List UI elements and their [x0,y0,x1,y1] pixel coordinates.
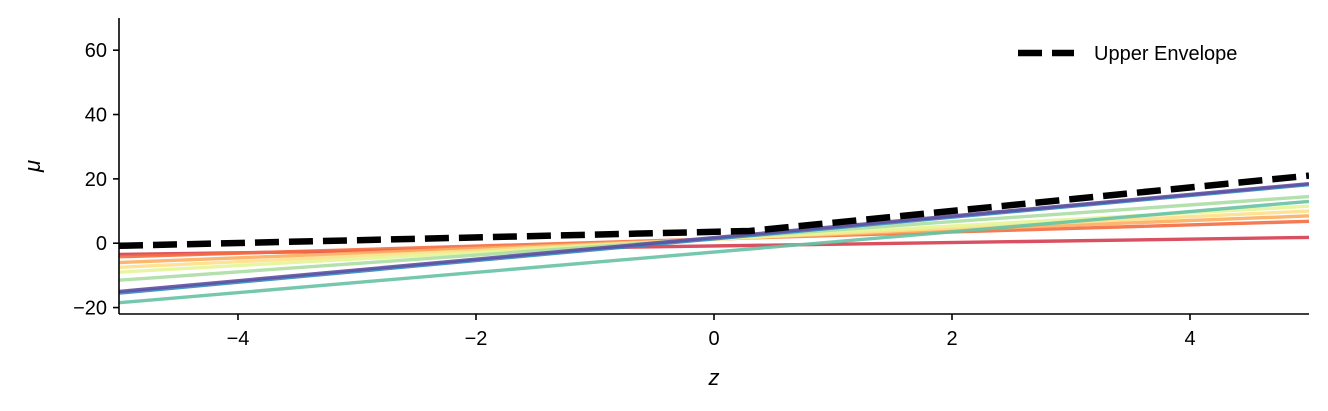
x-tick-label: −4 [227,328,250,350]
y-tick-label: 20 [85,169,107,191]
y-tick-label: 60 [85,40,107,62]
plot-lines [119,172,1309,305]
series-line-7 [119,199,1309,305]
y-tick-label: 40 [85,105,107,127]
x-tick-label: 4 [1184,328,1195,350]
series-line-9 [119,182,1309,294]
upper-envelope-line [119,172,1309,250]
x-ticks: −4 −2 0 2 4 [227,314,1196,350]
legend-label-upper-envelope: Upper Envelope [1094,43,1237,65]
y-tick-label: −20 [73,298,107,320]
x-tick-label: 0 [708,328,719,350]
y-ticks: −20 0 20 40 60 [73,40,119,320]
legend: Upper Envelope [1018,43,1237,65]
x-tick-label: 2 [946,328,957,350]
x-tick-label: −2 [465,328,488,350]
x-axis-label: z [708,365,720,390]
y-axis-label: μ [20,160,45,173]
y-tick-label: 0 [96,233,107,255]
